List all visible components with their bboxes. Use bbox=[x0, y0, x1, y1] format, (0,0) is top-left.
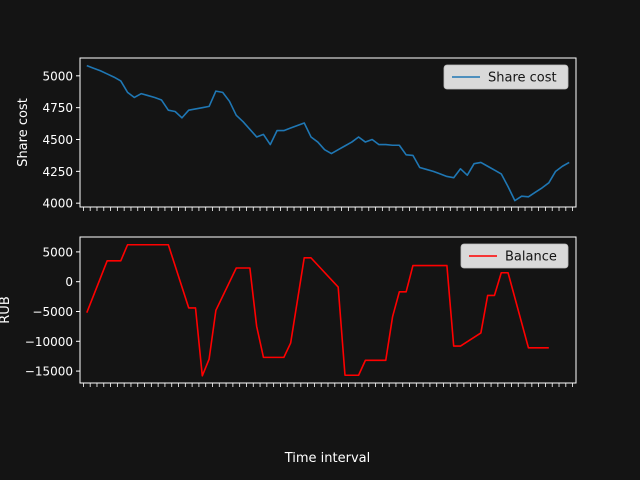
y-tick-label: 4000 bbox=[42, 197, 73, 211]
y-tick-label: 4500 bbox=[42, 133, 73, 147]
y-tick-label: −10000 bbox=[25, 335, 73, 349]
x-axis-label: Time interval bbox=[284, 451, 371, 466]
y-tick-label: −15000 bbox=[25, 365, 73, 379]
legend-label: Share cost bbox=[488, 71, 557, 86]
y-tick-label: 4750 bbox=[42, 101, 73, 115]
y-tick-label: 0 bbox=[65, 275, 73, 289]
y-axis-label: RUB bbox=[0, 296, 13, 323]
y-axis-label: Share cost bbox=[16, 98, 31, 167]
y-tick-label: −5000 bbox=[32, 305, 73, 319]
legend-label: Balance bbox=[505, 250, 557, 265]
y-tick-label: 4250 bbox=[42, 165, 73, 179]
y-tick-label: 5000 bbox=[42, 69, 73, 83]
y-tick-label: 5000 bbox=[42, 245, 73, 259]
